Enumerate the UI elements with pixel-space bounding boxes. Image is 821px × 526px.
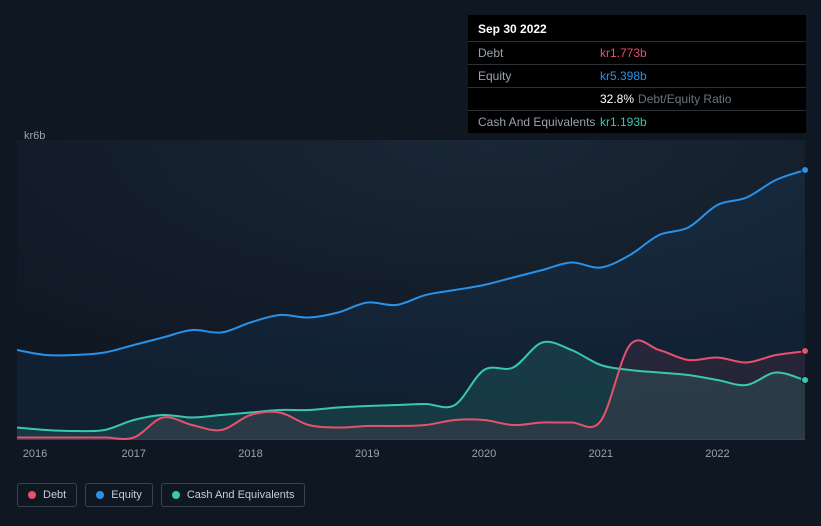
tooltip-row: Cash And Equivalentskr1.193b xyxy=(468,111,806,133)
chart-svg xyxy=(17,140,805,440)
legend-label: Debt xyxy=(43,489,66,501)
x-axis-label: 2016 xyxy=(23,448,47,460)
cash-marker xyxy=(801,376,809,384)
tooltip-label: Cash And Equivalents xyxy=(478,115,600,129)
tooltip-label: Debt xyxy=(478,46,600,60)
chart-plot-area xyxy=(17,140,805,440)
tooltip-value: 32.8% xyxy=(600,92,634,106)
x-axis-label: 2018 xyxy=(238,448,262,460)
debt-marker xyxy=(801,347,809,355)
legend: Debt Equity Cash And Equivalents xyxy=(17,483,305,507)
tooltip-row: 32.8% Debt/Equity Ratio xyxy=(468,88,806,111)
equity-marker xyxy=(801,166,809,174)
tooltip-label: Equity xyxy=(478,69,600,83)
legend-dot xyxy=(96,491,104,499)
chart-tooltip: Sep 30 2022 Debtkr1.773bEquitykr5.398b32… xyxy=(468,15,806,133)
tooltip-row: Debtkr1.773b xyxy=(468,42,806,65)
tooltip-label xyxy=(478,92,600,106)
legend-item-cash-and-equivalents[interactable]: Cash And Equivalents xyxy=(161,483,306,507)
legend-item-debt[interactable]: Debt xyxy=(17,483,77,507)
x-axis-label: 2021 xyxy=(588,448,612,460)
legend-dot xyxy=(28,491,36,499)
x-axis-label: 2020 xyxy=(472,448,496,460)
x-axis-label: 2017 xyxy=(121,448,145,460)
tooltip-value: kr1.193b xyxy=(600,115,647,129)
x-axis-label: 2019 xyxy=(355,448,379,460)
tooltip-row: Equitykr5.398b xyxy=(468,65,806,88)
x-axis-label: 2022 xyxy=(705,448,729,460)
tooltip-extra: Debt/Equity Ratio xyxy=(638,92,731,106)
tooltip-date: Sep 30 2022 xyxy=(468,15,806,42)
legend-item-equity[interactable]: Equity xyxy=(85,483,153,507)
legend-label: Equity xyxy=(111,489,142,501)
tooltip-value: kr1.773b xyxy=(600,46,647,60)
legend-label: Cash And Equivalents xyxy=(187,489,295,501)
legend-dot xyxy=(172,491,180,499)
tooltip-value: kr5.398b xyxy=(600,69,647,83)
